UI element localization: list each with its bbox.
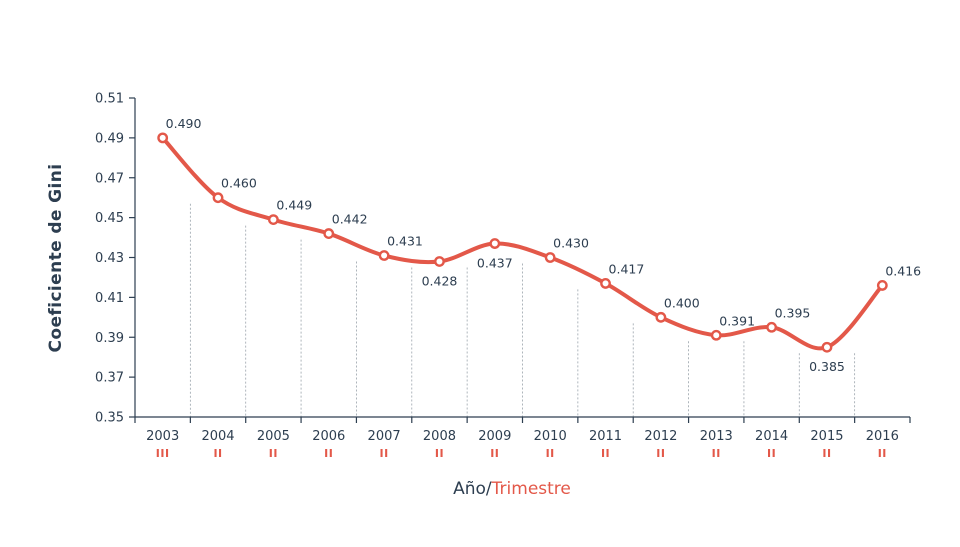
data-label: 0.416 [885,263,921,278]
x-axis-title: Año/Trimestre [453,479,571,499]
x-trimestre-label: II [656,447,665,460]
data-label: 0.442 [332,212,368,227]
x-axis-title-accent: Trimestre [491,479,571,499]
series-gini [157,132,888,353]
category-dividers [189,203,856,417]
data-label: 0.385 [809,359,845,374]
x-trimestre-label: II [822,447,831,460]
data-point [544,252,556,263]
y-tick-label: 0.51 [95,92,124,107]
data-label: 0.490 [166,116,202,131]
x-category-label: 2014 [755,429,788,444]
data-labels: 0.490 0.460 0.449 0.442 0.431 0.428 0.437 0.430… [166,116,921,374]
y-tick-label: 0.39 [95,331,124,346]
data-label: 0.460 [221,176,257,191]
x-category-label: 2006 [312,429,345,444]
x-category-label: 2005 [257,429,290,444]
x-axis-title-main: Año/ [453,479,492,499]
y-tick-label: 0.45 [95,211,124,226]
data-label: 0.400 [664,295,700,310]
data-point [876,280,888,291]
data-label: 0.417 [609,261,645,276]
data-point [212,192,224,204]
data-label: 0.428 [422,273,458,288]
data-point [267,214,279,226]
data-point [655,311,667,323]
x-category-label: 2015 [810,429,843,444]
x-trimestre-label: II [213,447,222,460]
x-category-label: 2007 [368,429,401,444]
data-point [766,321,778,333]
y-tick-label: 0.35 [95,411,124,426]
x-trimestre-label: II [490,447,499,460]
data-point [489,238,501,249]
y-tick-label: 0.37 [95,371,124,386]
data-point [157,132,169,144]
x-trimestre-label: II [601,447,610,460]
x-category-label: 2013 [700,429,733,444]
y-tick-label: 0.41 [95,291,124,306]
y-tick-label: 0.47 [95,171,124,186]
data-point [323,228,335,239]
data-label: 0.431 [387,234,423,249]
data-point [821,341,833,353]
data-label: 0.437 [477,256,513,271]
x-trimestre-label: II [767,447,776,460]
x-trimestre-label: III [156,447,170,460]
data-point [434,256,445,267]
x-trimestre-label: II [380,447,389,460]
data-label: 0.395 [775,305,811,320]
x-trimestre-label: II [324,447,333,460]
y-axis: 0.35 0.37 0.39 0.41 0.43 0.45 0.47 0.49 0.51 [95,92,136,426]
y-tick-label: 0.49 [95,131,124,146]
data-point [600,278,611,289]
data-label: 0.430 [553,236,589,251]
y-axis-title: Coeficiente de Gini [46,164,66,353]
x-trimestre-label: II [712,447,721,460]
x-category-label: 2008 [423,429,456,444]
data-point [710,329,722,341]
data-label: 0.449 [276,198,312,213]
x-category-label: 2004 [201,429,234,444]
x-trimestre-label: II [546,447,555,460]
x-category-label: 2009 [478,429,511,444]
x-category-label: 2010 [534,429,567,444]
x-category-label: 2011 [589,429,622,444]
x-trimestre-label: II [878,447,887,460]
x-axis: 2003 III 2004 II 2005 II 2006 II 2007 II 2008 II 200… [134,416,911,460]
data-point [378,250,390,261]
data-label: 0.391 [719,313,755,328]
x-category-label: 2003 [146,429,179,444]
x-trimestre-label: II [435,447,444,460]
x-category-label: 2012 [644,429,677,444]
x-category-label: 2016 [866,429,899,444]
y-tick-label: 0.43 [95,251,124,266]
x-trimestre-label: II [269,447,278,460]
